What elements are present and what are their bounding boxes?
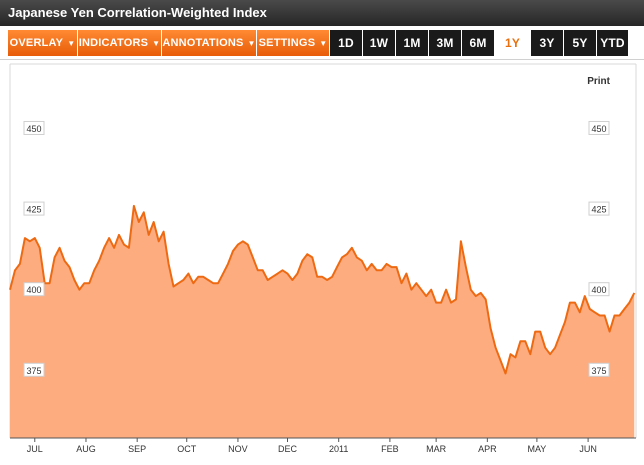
- y-tick-label-right: 450: [591, 124, 606, 134]
- x-tick-label: JUL: [27, 444, 43, 454]
- series-line: [9, 204, 636, 375]
- indicators-menu-label: INDICATORS: [78, 37, 149, 49]
- range-ytd-button[interactable]: YTD: [597, 30, 628, 56]
- chevron-down-icon: ▼: [152, 38, 161, 48]
- overlay-menu-button[interactable]: OVERLAY ▼: [8, 30, 77, 56]
- y-tick-label-left: 400: [26, 285, 41, 295]
- annotations-menu-button[interactable]: ANNOTATIONS ▼: [162, 30, 256, 56]
- x-tick-label: APR: [478, 444, 497, 454]
- range-1d-button[interactable]: 1D: [330, 30, 362, 56]
- chart-toolbar: OVERLAY ▼ INDICATORS ▼ ANNOTATIONS ▼ SETTIN…: [0, 26, 644, 60]
- range-1y-label: 1Y: [504, 36, 521, 50]
- x-tick-label: DEC: [278, 444, 298, 454]
- chevron-down-icon: ▼: [67, 38, 76, 48]
- overlay-menu-label: OVERLAY: [9, 37, 64, 49]
- x-tick-label: MAY: [527, 444, 546, 454]
- x-tick-label: NOV: [228, 444, 248, 454]
- x-axis-band: [10, 438, 636, 465]
- chart-title: Japanese Yen Correlation-Weighted Index: [8, 5, 267, 20]
- range-3m-label: 3M: [436, 36, 454, 50]
- annotations-menu-label: ANNOTATIONS: [162, 37, 244, 49]
- range-3m-button[interactable]: 3M: [429, 30, 461, 56]
- chevron-down-icon: ▼: [319, 38, 328, 48]
- range-1m-button[interactable]: 1M: [396, 30, 428, 56]
- range-6m-label: 6M: [469, 36, 487, 50]
- range-1y-button[interactable]: 1Y: [495, 30, 530, 56]
- range-3y-button[interactable]: 3Y: [531, 30, 563, 56]
- y-tick-label-right-box: [588, 282, 610, 297]
- range-1d-label: 1D: [338, 36, 354, 50]
- x-tick-label: AUG: [76, 444, 96, 454]
- y-tick-label-left-box: [23, 120, 45, 135]
- settings-menu-button[interactable]: SETTINGS ▼: [257, 30, 329, 56]
- y-tick-label-left: 375: [26, 366, 41, 376]
- range-ytd-label: YTD: [600, 36, 625, 50]
- y-tick-label-left-box: [23, 201, 45, 216]
- series-area: [10, 205, 635, 438]
- chart-title-bar: Japanese Yen Correlation-Weighted Index: [0, 0, 644, 26]
- y-tick-label-right-box: [588, 120, 610, 135]
- y-tick-label-right: 375: [591, 366, 606, 376]
- range-5y-button[interactable]: 5Y: [564, 30, 596, 56]
- x-tick-label: OCT: [177, 444, 197, 454]
- y-tick-label-right-box: [588, 362, 610, 377]
- range-1m-label: 1M: [403, 36, 421, 50]
- range-3y-label: 3Y: [539, 36, 555, 50]
- y-tick-label-right: 400: [591, 285, 606, 295]
- y-tick-label-left: 425: [26, 205, 41, 215]
- y-tick-label-left: 450: [26, 124, 41, 134]
- range-5y-label: 5Y: [572, 36, 588, 50]
- chart-area[interactable]: 375 375 400 400 425 425 450 450 JUL AUG SEP OCT NOV D…: [0, 60, 644, 465]
- range-6m-button[interactable]: 6M: [462, 30, 494, 56]
- x-tick-label: FEB: [381, 444, 399, 454]
- y-tick-label-right-box: [588, 201, 610, 216]
- y-tick-label-left-box: [23, 282, 45, 297]
- indicators-menu-button[interactable]: INDICATORS ▼: [78, 30, 161, 56]
- y-tick-label-right: 425: [591, 205, 606, 215]
- range-1w-button[interactable]: 1W: [363, 30, 395, 56]
- x-tick-label: JUN: [579, 444, 597, 454]
- y-tick-label-left-box: [23, 362, 45, 377]
- print-link[interactable]: Print: [587, 76, 610, 87]
- range-1w-label: 1W: [369, 36, 389, 50]
- x-tick-label: SEP: [128, 444, 146, 454]
- x-tick-label: 2011: [329, 444, 348, 454]
- chevron-down-icon: ▼: [247, 38, 256, 48]
- x-tick-label: MAR: [426, 444, 447, 454]
- settings-menu-label: SETTINGS: [258, 37, 316, 49]
